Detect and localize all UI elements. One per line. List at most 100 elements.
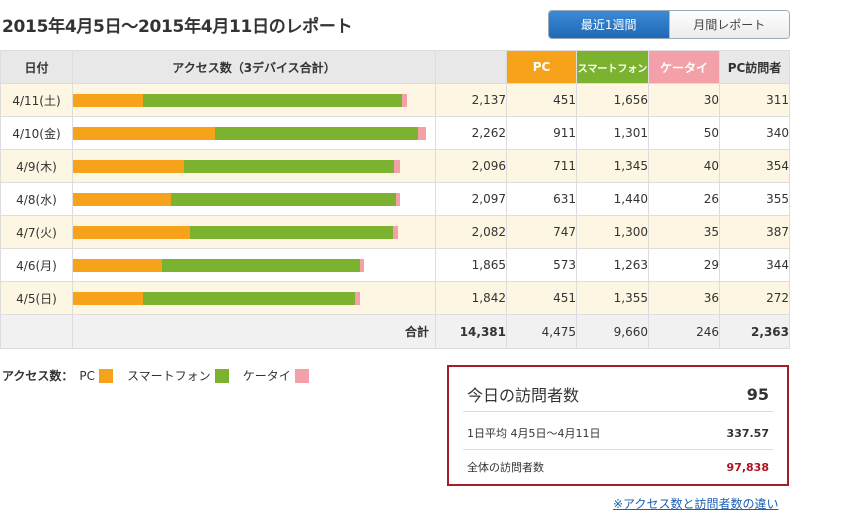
- row-smartphone: 1,656: [576, 83, 649, 117]
- tab-last-week[interactable]: 最近1週間: [549, 11, 669, 38]
- row-pc-visitors: 387: [719, 215, 790, 249]
- bar-segment-keitai: [401, 94, 407, 107]
- bar-segment-pc: [73, 160, 184, 173]
- row-pc: 573: [506, 248, 577, 282]
- bar-segment-smartphone: [162, 259, 360, 272]
- tab-monthly-report[interactable]: 月間レポート: [668, 11, 789, 38]
- row-date: 4/6(月): [0, 248, 73, 282]
- row-smartphone: 1,345: [576, 149, 649, 183]
- bar-segment-smartphone: [183, 160, 394, 173]
- table-row: 4/7(火) 2,082 747 1,300 35 387: [0, 215, 790, 249]
- row-smartphone: 1,355: [576, 281, 649, 315]
- totals-row: 合計 14,381 4,475 9,660 246 2,363: [0, 314, 790, 349]
- legend-title: アクセス数：: [2, 369, 74, 383]
- row-date: 4/5(日): [0, 281, 73, 315]
- row-keitai: 26: [648, 182, 720, 216]
- header-pc-visitors: PC訪問者: [719, 50, 790, 84]
- row-access-bar-cell: [72, 215, 436, 249]
- bar-segment-smartphone: [143, 94, 402, 107]
- row-smartphone: 1,263: [576, 248, 649, 282]
- table-row: 4/5(日) 1,842 451 1,355 36 272: [0, 281, 790, 315]
- header-keitai: ケータイ: [648, 50, 720, 84]
- header-total-spacer: [435, 50, 507, 84]
- row-smartphone: 1,301: [576, 116, 649, 150]
- bar-segment-keitai: [359, 259, 365, 272]
- row-access-total: 2,096: [435, 149, 507, 183]
- bar-segment-keitai: [418, 127, 427, 140]
- bar-segment-pc: [73, 127, 216, 140]
- bar-segment-pc: [73, 259, 163, 272]
- bar-segment-keitai: [354, 292, 361, 305]
- legend-keitai-label: ケータイ: [242, 369, 291, 383]
- daily-average-label: 1日平均 4月5日〜4月11日: [467, 427, 601, 440]
- period-tabs: 最近1週間 月間レポート: [548, 10, 790, 39]
- divider: [463, 449, 773, 450]
- row-pc-visitors: 340: [719, 116, 790, 150]
- row-access-total: 2,097: [435, 182, 507, 216]
- row-pc: 711: [506, 149, 577, 183]
- table-row: 4/11(土) 2,137 451 1,656 30 311: [0, 83, 790, 117]
- row-date: 4/11(土): [0, 83, 73, 117]
- bar-segment-keitai: [393, 160, 401, 173]
- totals-date-cell: [0, 314, 73, 349]
- legend-pc-swatch: [99, 368, 114, 383]
- row-smartphone: 1,440: [576, 182, 649, 216]
- row-keitai: 36: [648, 281, 720, 315]
- access-bar: [73, 226, 398, 239]
- page-title: 2015年4月5日〜2015年4月11日のレポート: [2, 17, 353, 37]
- totals-access: 14,381: [435, 314, 507, 349]
- legend-pc-label: PC: [79, 368, 96, 383]
- daily-average-value: 337.57: [726, 426, 769, 440]
- row-access-total: 1,842: [435, 281, 507, 315]
- row-pc: 451: [506, 83, 577, 117]
- access-bar: [73, 127, 427, 140]
- total-visitors-value: 97,838: [726, 460, 769, 474]
- totals-label: 合計: [72, 314, 436, 349]
- row-date: 4/10(金): [0, 116, 73, 150]
- totals-keitai: 246: [648, 314, 720, 349]
- access-bar: [73, 259, 365, 272]
- table-row: 4/9(木) 2,096 711 1,345 40 354: [0, 149, 790, 183]
- bar-segment-pc: [73, 226, 190, 239]
- row-access-bar-cell: [72, 149, 436, 183]
- bar-segment-pc: [73, 292, 144, 305]
- header-smartphone: スマートフォン: [576, 50, 649, 84]
- bar-segment-smartphone: [189, 226, 393, 239]
- legend-smartphone-label: スマートフォン: [127, 369, 211, 383]
- today-visitors-row: 今日の訪問者数 95: [467, 382, 769, 406]
- row-access-total: 2,137: [435, 83, 507, 117]
- table-row: 4/6(月) 1,865 573 1,263 29 344: [0, 248, 790, 282]
- legend: アクセス数： PC スマートフォン ケータイ: [2, 367, 323, 384]
- row-access-bar-cell: [72, 248, 436, 282]
- row-smartphone: 1,300: [576, 215, 649, 249]
- header-pc: PC: [506, 50, 577, 84]
- row-keitai: 50: [648, 116, 720, 150]
- row-keitai: 30: [648, 83, 720, 117]
- row-pc: 451: [506, 281, 577, 315]
- row-date: 4/9(木): [0, 149, 73, 183]
- today-visitors-value: 95: [746, 384, 769, 404]
- bar-segment-pc: [73, 193, 172, 206]
- table-row: 4/10(金) 2,262 911 1,301 50 340: [0, 116, 790, 150]
- divider: [463, 411, 773, 412]
- access-bar: [73, 193, 401, 206]
- row-access-total: 1,865: [435, 248, 507, 282]
- bar-segment-pc: [73, 94, 144, 107]
- totals-pc: 4,475: [506, 314, 577, 349]
- row-keitai: 29: [648, 248, 720, 282]
- access-bar: [73, 94, 407, 107]
- row-access-bar-cell: [72, 116, 436, 150]
- header-access: アクセス数（3デバイス合計）: [72, 50, 436, 84]
- row-pc-visitors: 355: [719, 182, 790, 216]
- daily-average-row: 1日平均 4月5日〜4月11日 337.57: [467, 425, 769, 441]
- access-vs-visitors-link[interactable]: ※アクセス数と訪問者数の違い: [613, 497, 779, 511]
- totals-pc-visitors: 2,363: [719, 314, 790, 349]
- row-keitai: 35: [648, 215, 720, 249]
- row-date: 4/7(火): [0, 215, 73, 249]
- row-pc: 631: [506, 182, 577, 216]
- bar-segment-keitai: [396, 193, 401, 206]
- bar-segment-smartphone: [143, 292, 355, 305]
- today-visitors-label: 今日の訪問者数: [467, 386, 580, 405]
- row-pc-visitors: 272: [719, 281, 790, 315]
- totals-smartphone: 9,660: [576, 314, 649, 349]
